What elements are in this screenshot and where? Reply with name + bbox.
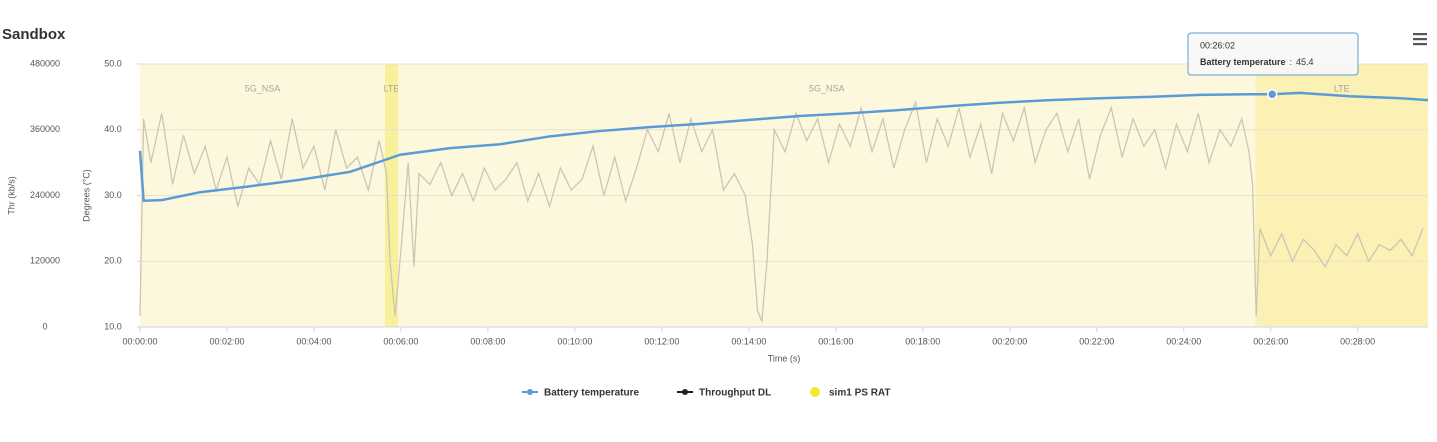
- x-tick-label: 00:20:00: [992, 336, 1027, 346]
- x-tick-label: 00:12:00: [644, 336, 679, 346]
- tooltip: 00:26:02 Battery temperature:45.4: [1187, 32, 1359, 76]
- rat-band-label: LTE: [1334, 83, 1350, 93]
- series-line: [138, 91, 1429, 203]
- legend-marker: [682, 389, 688, 395]
- y-tick-label: 120000: [30, 256, 60, 266]
- legend-label: Battery temperature: [544, 388, 639, 399]
- x-tick-label: 00:10:00: [557, 336, 592, 346]
- y-axis-title: Thr (kb/s): [6, 176, 16, 215]
- y-tick-label: 0: [42, 321, 47, 331]
- legend-marker: [527, 389, 533, 395]
- x-tick-label: 00:28:00: [1340, 336, 1375, 346]
- hover-marker: [1266, 88, 1278, 100]
- menu-bar: [1413, 43, 1427, 46]
- rat-band-label: 5G_NSA: [245, 83, 281, 93]
- x-axis-title: Time (s): [768, 353, 801, 363]
- x-tick-label: 00:06:00: [383, 336, 418, 346]
- x-tick-label: 00:22:00: [1079, 336, 1114, 346]
- menu-icon[interactable]: [1413, 33, 1427, 46]
- y2-axis-title: Degrees (°C): [81, 169, 91, 222]
- y2-tick-label: 50.0: [104, 58, 122, 68]
- tooltip-title: 00:26:02: [1200, 40, 1235, 50]
- x-tick-label: 00:24:00: [1166, 336, 1201, 346]
- menu-bar: [1413, 33, 1427, 36]
- x-tick-label: 00:26:00: [1253, 336, 1288, 346]
- y2-tick-label: 40.0: [104, 124, 122, 134]
- x-tick-label: 00:16:00: [818, 336, 853, 346]
- x-tick-label: 00:04:00: [296, 336, 331, 346]
- tooltip-separator: :: [1290, 57, 1293, 67]
- y2-tick-label: 10.0: [104, 321, 122, 331]
- y-tick-label: 480000: [30, 58, 60, 68]
- x-tick-label: 00:14:00: [731, 336, 766, 346]
- y-tick-label: 360000: [30, 124, 60, 134]
- tooltip-box: [1187, 32, 1359, 76]
- y2-tick-label: 30.0: [104, 190, 122, 200]
- rat-band-label: LTE: [384, 83, 400, 93]
- chart-title: Sandbox: [2, 26, 66, 43]
- legend-label: sim1 PS RAT: [829, 388, 891, 399]
- y-tick-label: 240000: [30, 190, 60, 200]
- x-tick-label: 00:00:00: [122, 336, 157, 346]
- x-tick-label: 00:08:00: [470, 336, 505, 346]
- menu-bar: [1413, 38, 1427, 41]
- x-tick-label: 00:02:00: [209, 336, 244, 346]
- tooltip-line: Battery temperature:45.4: [1200, 57, 1314, 67]
- tooltip-series: Battery temperature: [1200, 57, 1286, 67]
- legend-marker: [810, 387, 820, 397]
- series-line: [139, 99, 1424, 322]
- tooltip-value: 45.4: [1296, 57, 1314, 67]
- legend-label: Throughput DL: [699, 388, 771, 399]
- rat-band-label: 5G_NSA: [809, 83, 845, 93]
- x-tick-label: 00:18:00: [905, 336, 940, 346]
- y2-tick-label: 20.0: [104, 256, 122, 266]
